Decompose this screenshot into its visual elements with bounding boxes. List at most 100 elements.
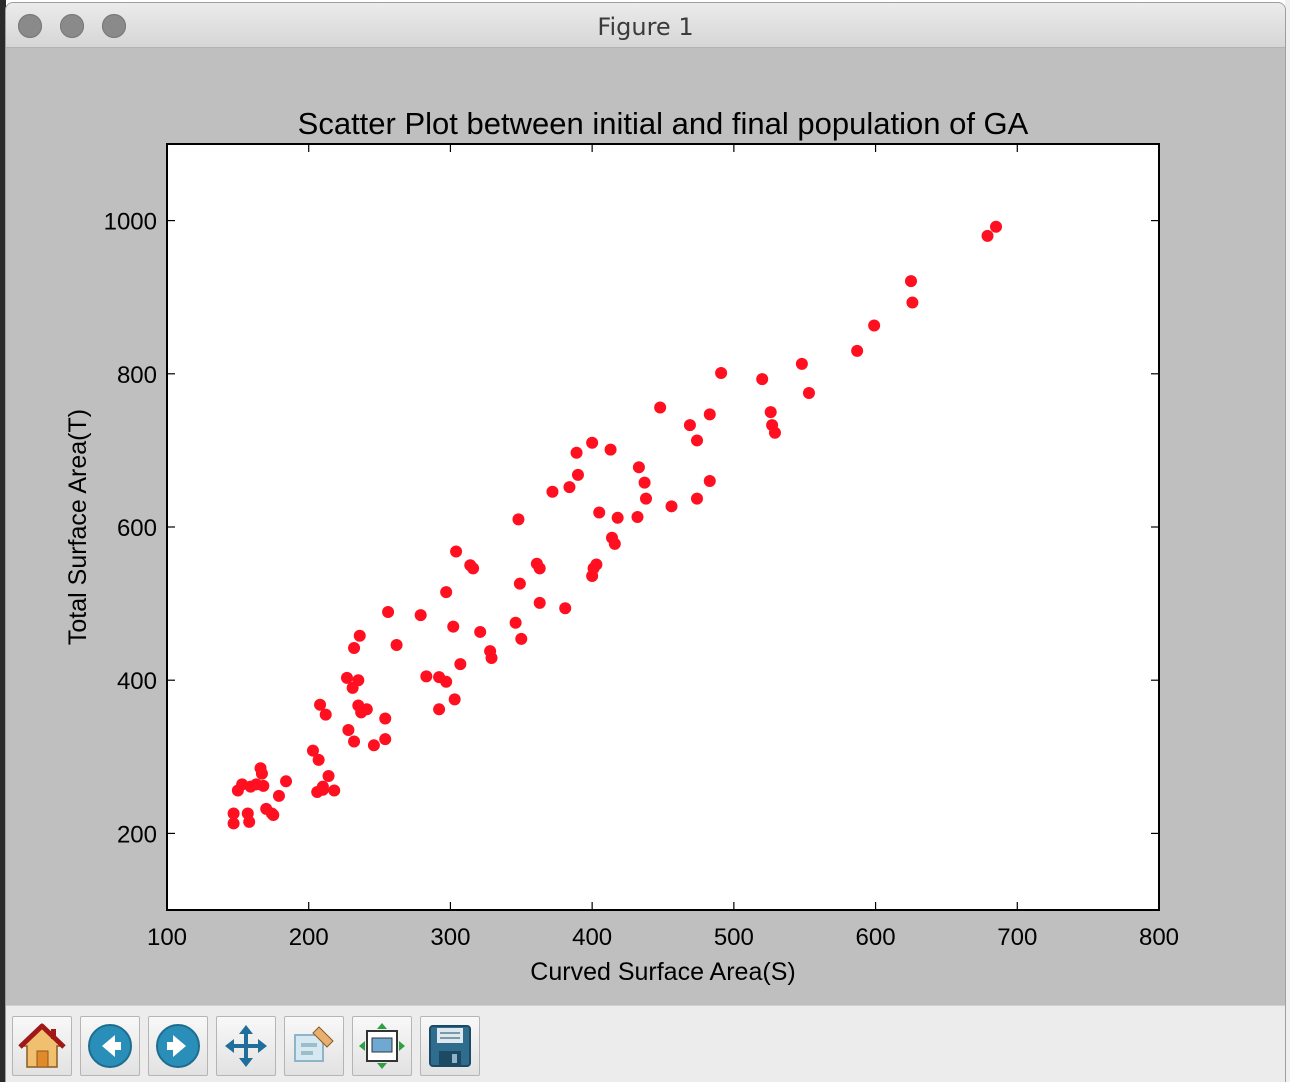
- data-point: [570, 446, 583, 459]
- close-window-button[interactable]: [18, 14, 42, 38]
- zoom-window-button[interactable]: [102, 14, 126, 38]
- data-point: [515, 632, 528, 645]
- data-point: [604, 443, 617, 456]
- data-point: [638, 476, 651, 489]
- navigation-toolbar: [6, 1005, 1285, 1082]
- data-point: [440, 586, 453, 599]
- data-point: [703, 475, 716, 488]
- data-point: [257, 779, 270, 792]
- window-title: Figure 1: [597, 13, 694, 41]
- pan-button[interactable]: [216, 1016, 276, 1076]
- data-point: [683, 419, 696, 432]
- title-bar[interactable]: Figure 1: [6, 3, 1285, 48]
- data-point: [448, 693, 461, 706]
- data-point: [414, 609, 427, 622]
- back-button[interactable]: [80, 1016, 140, 1076]
- data-point: [533, 596, 546, 609]
- x-tick-label: 400: [572, 924, 612, 951]
- data-point: [665, 500, 678, 513]
- data-point: [454, 658, 467, 671]
- data-point: [513, 577, 526, 590]
- data-point: [868, 319, 881, 332]
- x-tick-label: 200: [289, 924, 329, 951]
- data-point: [851, 344, 864, 357]
- data-point: [433, 703, 446, 716]
- data-point: [715, 367, 728, 380]
- data-point: [467, 562, 480, 575]
- data-point: [990, 220, 1003, 233]
- data-point: [756, 373, 769, 386]
- data-point: [447, 620, 460, 633]
- data-point: [306, 744, 319, 757]
- data-point: [768, 426, 781, 439]
- data-point: [280, 775, 293, 788]
- data-point: [691, 434, 704, 447]
- data-point: [703, 408, 716, 421]
- data-point: [474, 625, 487, 638]
- data-point: [314, 698, 327, 711]
- zoom-rect-icon: [294, 1026, 334, 1062]
- axes-background: [167, 144, 1159, 910]
- data-point: [509, 616, 522, 629]
- home-button[interactable]: [12, 1016, 72, 1076]
- x-axis-label: Curved Surface Area(S): [530, 958, 795, 986]
- data-point: [348, 642, 361, 655]
- configure-subplots-button[interactable]: [352, 1016, 412, 1076]
- data-point: [340, 671, 353, 684]
- arrow-right-icon: [156, 1024, 200, 1068]
- y-tick-label: 800: [117, 362, 157, 389]
- scatter-chart: 100 200 300 400 500 600 700 800 200 400 600 800 1000…: [64, 106, 1179, 986]
- configure-subplots-icon: [359, 1023, 405, 1069]
- data-point: [420, 670, 433, 683]
- data-point: [352, 674, 365, 687]
- data-point: [608, 537, 621, 550]
- y-axis-label: Total Surface Area(T): [64, 409, 92, 645]
- data-point: [353, 629, 366, 642]
- data-point: [485, 651, 498, 664]
- data-point: [243, 815, 256, 828]
- data-point: [764, 406, 777, 419]
- minimize-window-button[interactable]: [60, 14, 84, 38]
- y-tick-label: 600: [117, 515, 157, 542]
- y-tick-label: 400: [117, 668, 157, 695]
- figure-window: Figure 1 100 200 300 400 500 600 700 800 200 400 6…: [6, 3, 1285, 1082]
- data-point: [450, 545, 463, 558]
- figure-canvas[interactable]: 100 200 300 400 500 600 700 800 200 400 600 800 1000…: [6, 48, 1285, 1005]
- data-point: [563, 481, 576, 494]
- x-tick-label: 300: [430, 924, 470, 951]
- data-point: [312, 753, 325, 766]
- data-point: [559, 602, 572, 615]
- y-tick-label: 200: [117, 821, 157, 848]
- data-points: [227, 220, 1003, 830]
- data-point: [255, 767, 268, 780]
- data-point: [348, 735, 361, 748]
- x-tick-label: 500: [714, 924, 754, 951]
- x-tick-label: 100: [147, 924, 187, 951]
- data-point: [379, 712, 392, 725]
- data-point: [322, 769, 335, 782]
- data-point: [533, 562, 546, 575]
- data-point: [691, 492, 704, 505]
- data-point: [227, 817, 240, 830]
- data-point: [654, 401, 667, 414]
- data-point: [512, 513, 525, 526]
- data-point: [631, 511, 644, 524]
- forward-button[interactable]: [148, 1016, 208, 1076]
- data-point: [546, 485, 559, 498]
- x-tick-label: 800: [1139, 924, 1179, 951]
- data-point: [586, 436, 599, 449]
- data-point: [379, 733, 392, 746]
- tick-labels: 100 200 300 400 500 600 700 800 200 400 600 800 1000: [104, 209, 1179, 951]
- save-button[interactable]: [420, 1016, 480, 1076]
- data-point: [906, 296, 919, 309]
- data-point: [360, 703, 373, 716]
- data-point: [367, 739, 380, 752]
- zoom-button[interactable]: [284, 1016, 344, 1076]
- axes-frame: [166, 143, 1160, 911]
- y-tick-label: 1000: [104, 209, 157, 236]
- data-point: [611, 511, 624, 524]
- background-window-edge-right: [1285, 0, 1290, 1082]
- move-icon: [225, 1025, 267, 1067]
- data-point: [632, 461, 645, 474]
